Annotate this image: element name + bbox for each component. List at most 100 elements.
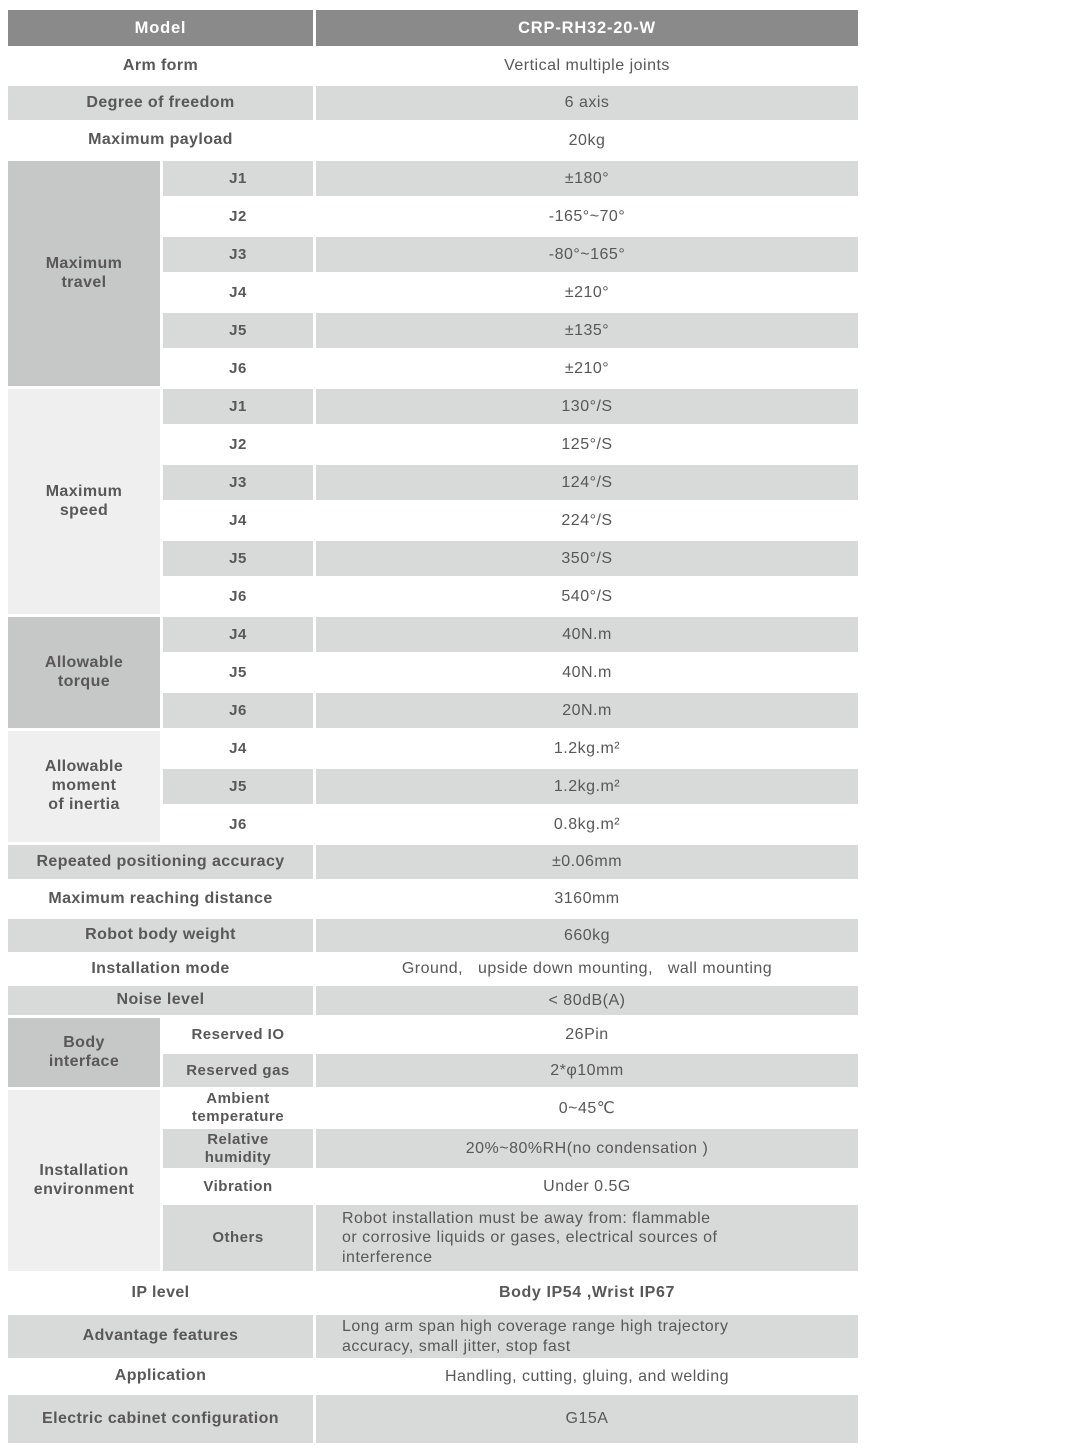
ip-level-label: IP level <box>8 1274 313 1312</box>
speed-j4-label: J4 <box>163 503 313 538</box>
travel-j5-label: J5 <box>163 313 313 348</box>
installation-mode-row: Installation mode Ground, upside down mo… <box>8 955 858 983</box>
application-row: Application Handling, cutting, gluing, a… <box>8 1361 858 1393</box>
body-weight-row: Robot body weight 660kg <box>8 919 858 952</box>
electric-cabinet-label: Electric cabinet configuration <box>8 1395 313 1444</box>
vibration-row: Vibration Under 0.5G <box>8 1171 858 1202</box>
reserved-io-label: Reserved IO <box>163 1018 313 1051</box>
electric-cabinet-row: Electric cabinet configuration G15A <box>8 1395 858 1444</box>
degree-of-freedom-value: 6 axis <box>316 86 858 120</box>
ambient-temperature-value: 0~45℃ <box>316 1090 858 1126</box>
reserved-io-row: Body interface Reserved IO 26Pin <box>8 1018 858 1087</box>
travel-j3-value: -80°~165° <box>316 237 858 272</box>
noise-level-row: Noise level < 80dB(A) <box>8 986 858 1015</box>
arm-form-row: Arm form Vertical multiple joints <box>8 49 858 83</box>
reaching-distance-value: 3160mm <box>316 882 858 916</box>
speed-j2-value: 125°/S <box>316 427 858 462</box>
inertia-j5-value: 1.2kg.m² <box>316 769 858 804</box>
torque-j4-value: 40N.m <box>316 617 858 652</box>
application-label: Application <box>8 1361 313 1393</box>
maximum-payload-value: 20kg <box>316 123 858 158</box>
travel-j6-value: ±210° <box>316 351 858 386</box>
speed-j1-value: 130°/S <box>316 389 858 424</box>
speed-j5-value: 350°/S <box>316 541 858 576</box>
torque-j5-value: 40N.m <box>316 655 858 690</box>
reserved-gas-value: 2*φ10mm <box>316 1054 858 1087</box>
body-weight-value: 660kg <box>316 919 858 952</box>
inertia-j6-label: J6 <box>163 807 313 842</box>
arm-form-label: Arm form <box>8 49 313 83</box>
travel-j2-label: J2 <box>163 199 313 234</box>
torque-j6-value: 20N.m <box>316 693 858 728</box>
relative-humidity-row: Relative humidity 20%~80%RH(no condensat… <box>8 1129 858 1168</box>
reserved-gas-row: Reserved gas 2*φ10mm <box>8 1054 858 1087</box>
electric-cabinet-value: G15A <box>316 1395 858 1444</box>
body-interface-group-label: Body interface <box>8 1018 160 1087</box>
speed-j3-label: J3 <box>163 465 313 500</box>
torque-j4-label: J4 <box>163 617 313 652</box>
model-header-label: Model <box>8 10 313 46</box>
others-label: Others <box>163 1205 313 1271</box>
inertia-j4-label: J4 <box>163 731 313 766</box>
robot-spec-table: Model CRP-RH32-20-W Arm form Vertical mu… <box>5 7 861 1446</box>
installation-mode-value: Ground, upside down mounting, wall mount… <box>316 955 858 983</box>
travel-j1-value: ±180° <box>316 161 858 196</box>
travel-j3-label: J3 <box>163 237 313 272</box>
speed-j3-value: 124°/S <box>316 465 858 500</box>
inertia-j5-label: J5 <box>163 769 313 804</box>
speed-j6-row: J6 540°/S <box>8 579 858 614</box>
maximum-payload-label: Maximum payload <box>8 123 313 158</box>
maximum-payload-row: Maximum payload 20kg <box>8 123 858 158</box>
relative-humidity-label: Relative humidity <box>163 1129 313 1168</box>
ip-level-row: IP level Body IP54 ,Wrist IP67 <box>8 1274 858 1312</box>
ambient-temperature-label: Ambient temperature <box>163 1090 313 1126</box>
noise-level-value: < 80dB(A) <box>316 986 858 1015</box>
travel-j3-row: J3 -80°~165° <box>8 237 858 272</box>
inertia-j6-row: J6 0.8kg.m² <box>8 807 858 842</box>
torque-j4-row: Allowable torque J4 40N.m <box>8 617 858 728</box>
advantage-features-value: Long arm span high coverage range high t… <box>316 1315 858 1359</box>
advantage-features-label: Advantage features <box>8 1315 313 1359</box>
speed-j2-row: J2 125°/S <box>8 427 858 462</box>
relative-humidity-value: 20%~80%RH(no condensation ) <box>316 1129 858 1168</box>
travel-j4-label: J4 <box>163 275 313 310</box>
arm-form-value: Vertical multiple joints <box>316 49 858 83</box>
travel-j1-row: Maximum travel J1 ±180° <box>8 161 858 386</box>
speed-j3-row: J3 124°/S <box>8 465 858 500</box>
reserved-gas-label: Reserved gas <box>163 1054 313 1087</box>
positioning-accuracy-value: ±0.06mm <box>316 845 858 879</box>
others-value: Robot installation must be away from: fl… <box>316 1205 858 1271</box>
speed-j5-row: J5 350°/S <box>8 541 858 576</box>
degree-of-freedom-label: Degree of freedom <box>8 86 313 120</box>
torque-j5-label: J5 <box>163 655 313 690</box>
ip-level-value: Body IP54 ,Wrist IP67 <box>316 1274 858 1312</box>
reaching-distance-row: Maximum reaching distance 3160mm <box>8 882 858 916</box>
speed-j6-label: J6 <box>163 579 313 614</box>
travel-j1-label: J1 <box>163 161 313 196</box>
noise-level-label: Noise level <box>8 986 313 1015</box>
travel-j2-value: -165°~70° <box>316 199 858 234</box>
advantage-features-row: Advantage features Long arm span high co… <box>8 1315 858 1359</box>
positioning-accuracy-row: Repeated positioning accuracy ±0.06mm <box>8 845 858 879</box>
application-value: Handling, cutting, gluing, and welding <box>316 1361 858 1393</box>
travel-j5-row: J5 ±135° <box>8 313 858 348</box>
installation-mode-label: Installation mode <box>8 955 313 983</box>
degree-of-freedom-row: Degree of freedom 6 axis <box>8 86 858 120</box>
allowable-torque-group-label: Allowable torque <box>8 617 160 728</box>
speed-j4-value: 224°/S <box>316 503 858 538</box>
speed-j5-label: J5 <box>163 541 313 576</box>
positioning-accuracy-label: Repeated positioning accuracy <box>8 845 313 879</box>
inertia-j5-row: J5 1.2kg.m² <box>8 769 858 804</box>
others-row: Others Robot installation must be away f… <box>8 1205 858 1271</box>
travel-j6-row: J6 ±210° <box>8 351 858 386</box>
allowable-inertia-group-label: Allowable moment of inertia <box>8 731 160 842</box>
travel-j6-label: J6 <box>163 351 313 386</box>
travel-j4-value: ±210° <box>316 275 858 310</box>
speed-j2-label: J2 <box>163 427 313 462</box>
speed-j6-value: 540°/S <box>316 579 858 614</box>
speed-j4-row: J4 224°/S <box>8 503 858 538</box>
vibration-label: Vibration <box>163 1171 313 1202</box>
model-header-value: CRP-RH32-20-W <box>316 10 858 46</box>
maximum-speed-group-label: Maximum speed <box>8 389 160 614</box>
vibration-value: Under 0.5G <box>316 1171 858 1202</box>
